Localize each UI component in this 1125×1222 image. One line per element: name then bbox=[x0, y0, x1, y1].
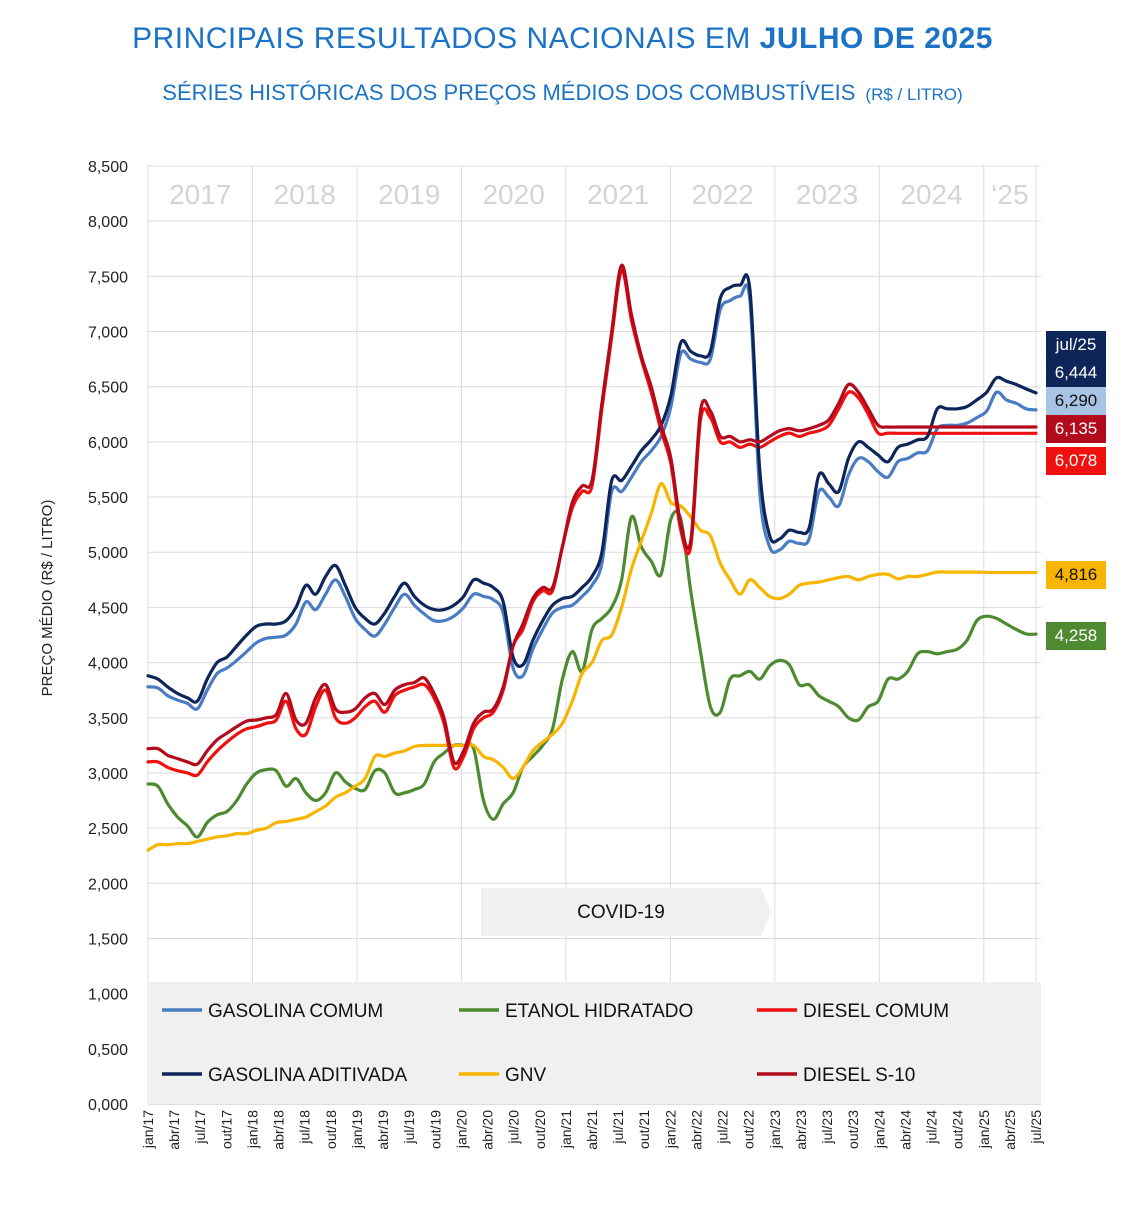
y-tick-label: 0,000 bbox=[88, 1097, 128, 1114]
y-tick-label: 7,000 bbox=[88, 325, 128, 342]
x-tick-label: jul/21 bbox=[610, 1110, 626, 1145]
page-title: PRINCIPAIS RESULTADOS NACIONAIS EM JULHO… bbox=[132, 22, 993, 55]
x-tick-label: abr/24 bbox=[897, 1110, 913, 1150]
y-axis-label: PREÇO MÉDIO (R$ / LITRO) bbox=[39, 500, 56, 697]
page-subtitle: SÉRIES HISTÓRICAS DOS PREÇOS MÉDIOS DOS … bbox=[162, 80, 963, 105]
x-tick-label: abr/17 bbox=[166, 1110, 182, 1150]
badge-period: jul/25 bbox=[1046, 331, 1106, 359]
badge-gasolina-aditivada: 6,444 bbox=[1046, 359, 1106, 387]
year-label: 2024 bbox=[900, 179, 962, 210]
legend: GASOLINA COMUM ETANOL HIDRATADO DIESEL COM… bbox=[162, 1001, 949, 1086]
y-tick-label: 7,500 bbox=[88, 269, 128, 286]
x-tick-label: abr/18 bbox=[271, 1110, 287, 1150]
covid-label: COVID-19 bbox=[577, 902, 665, 923]
y-tick-label: 4,500 bbox=[88, 600, 128, 617]
x-tick-label: out/24 bbox=[950, 1110, 966, 1149]
x-tick-label: jan/20 bbox=[453, 1110, 469, 1149]
x-tick-label: jul/20 bbox=[506, 1110, 522, 1145]
x-tick-label: jan/18 bbox=[244, 1110, 260, 1149]
x-tick-label: out/20 bbox=[532, 1110, 548, 1149]
year-label: 2023 bbox=[796, 179, 858, 210]
series-line-etanol bbox=[146, 509, 1038, 839]
y-tick-label: 4,000 bbox=[88, 656, 128, 673]
year-label: ‘25 bbox=[991, 179, 1028, 210]
x-tick-label: abr/22 bbox=[688, 1110, 704, 1150]
x-tick-label: jan/24 bbox=[871, 1110, 887, 1149]
y-tick-label: 6,000 bbox=[88, 435, 128, 452]
x-tick-label: abr/20 bbox=[480, 1110, 496, 1150]
x-tick-label: abr/19 bbox=[375, 1110, 391, 1150]
legend-label-etanol: ETANOL HIDRATADO bbox=[505, 1001, 693, 1022]
y-tick-label: 6,500 bbox=[88, 380, 128, 397]
x-tick-label: out/18 bbox=[323, 1110, 339, 1149]
x-axis-ticks: jan/17 abr/17 jul/17 out/17 jan/18 abr/18 jul/… bbox=[140, 1110, 1044, 1150]
legend-label-gasolina_comum: GASOLINA COMUM bbox=[208, 1001, 383, 1022]
year-label: 2018 bbox=[274, 179, 336, 210]
legend-label-gasolina_aditivada: GASOLINA ADITIVADA bbox=[208, 1065, 408, 1086]
x-tick-label: jul/25 bbox=[1028, 1110, 1044, 1145]
year-label: 2020 bbox=[482, 179, 544, 210]
year-labels: 2017 2018 2019 2020 2021 2022 2023 2024 ‘25 bbox=[169, 179, 1028, 210]
x-tick-label: out/23 bbox=[845, 1110, 861, 1149]
badge-gasolina-comum: 6,290 bbox=[1046, 387, 1106, 415]
legend-label-diesel_comum: DIESEL COMUM bbox=[803, 1001, 949, 1022]
badge-diesel-comum: 6,078 bbox=[1046, 447, 1106, 475]
x-tick-label: jan/19 bbox=[349, 1110, 365, 1149]
x-tick-label: out/17 bbox=[218, 1110, 234, 1149]
y-tick-label: 1,500 bbox=[88, 931, 128, 948]
y-tick-label: 2,500 bbox=[88, 821, 128, 838]
badge-gnv: 4,816 bbox=[1046, 561, 1106, 589]
x-tick-label: jan/25 bbox=[976, 1110, 992, 1149]
y-tick-label: 2,000 bbox=[88, 876, 128, 893]
x-tick-label: jul/19 bbox=[401, 1110, 417, 1145]
series-line-gasolina_aditivada bbox=[146, 273, 1038, 704]
badge-diesel-s10: 6,135 bbox=[1046, 415, 1106, 443]
x-tick-label: out/22 bbox=[741, 1110, 757, 1149]
series-line-gnv bbox=[146, 482, 1038, 852]
x-tick-label: jan/21 bbox=[558, 1110, 574, 1149]
year-label: 2019 bbox=[378, 179, 440, 210]
covid-annotation: COVID-19 bbox=[481, 888, 771, 936]
x-tick-label: jan/22 bbox=[662, 1110, 678, 1149]
x-tick-label: jan/17 bbox=[140, 1110, 156, 1149]
x-tick-label: jul/24 bbox=[924, 1110, 940, 1145]
y-tick-label: 1,000 bbox=[88, 987, 128, 1004]
legend-label-diesel_s10: DIESEL S-10 bbox=[803, 1065, 915, 1086]
x-tick-label: out/19 bbox=[427, 1110, 443, 1149]
x-tick-label: out/21 bbox=[636, 1110, 652, 1149]
series-lines bbox=[146, 263, 1038, 852]
x-tick-label: abr/21 bbox=[584, 1110, 600, 1150]
series-line-diesel_s10 bbox=[146, 263, 1038, 767]
x-tick-label: abr/23 bbox=[793, 1110, 809, 1150]
year-label: 2022 bbox=[691, 179, 753, 210]
y-tick-label: 8,000 bbox=[88, 214, 128, 231]
series-line-gasolina_comum bbox=[146, 283, 1038, 711]
legend-box bbox=[147, 982, 1041, 1104]
y-tick-label: 5,000 bbox=[88, 545, 128, 562]
year-label: 2021 bbox=[587, 179, 649, 210]
y-axis-ticks: 0,000 0,500 1,000 1,500 2,000 2,500 3,000 3,500… bbox=[88, 159, 128, 1114]
badge-etanol: 4,258 bbox=[1046, 622, 1106, 650]
x-tick-label: abr/25 bbox=[1002, 1110, 1018, 1150]
x-tick-label: jul/17 bbox=[192, 1110, 208, 1145]
y-tick-label: 3,000 bbox=[88, 766, 128, 783]
y-tick-label: 8,500 bbox=[88, 159, 128, 176]
y-tick-label: 5,500 bbox=[88, 490, 128, 507]
x-tick-label: jul/23 bbox=[819, 1110, 835, 1145]
year-label: 2017 bbox=[169, 179, 231, 210]
legend-label-gnv: GNV bbox=[505, 1065, 547, 1086]
y-tick-label: 0,500 bbox=[88, 1042, 128, 1059]
covid-arrow bbox=[481, 888, 771, 936]
y-tick-label: 3,500 bbox=[88, 711, 128, 728]
x-tick-label: jan/23 bbox=[767, 1110, 783, 1149]
x-tick-label: jul/18 bbox=[297, 1110, 313, 1145]
x-tick-label: jul/22 bbox=[715, 1110, 731, 1145]
